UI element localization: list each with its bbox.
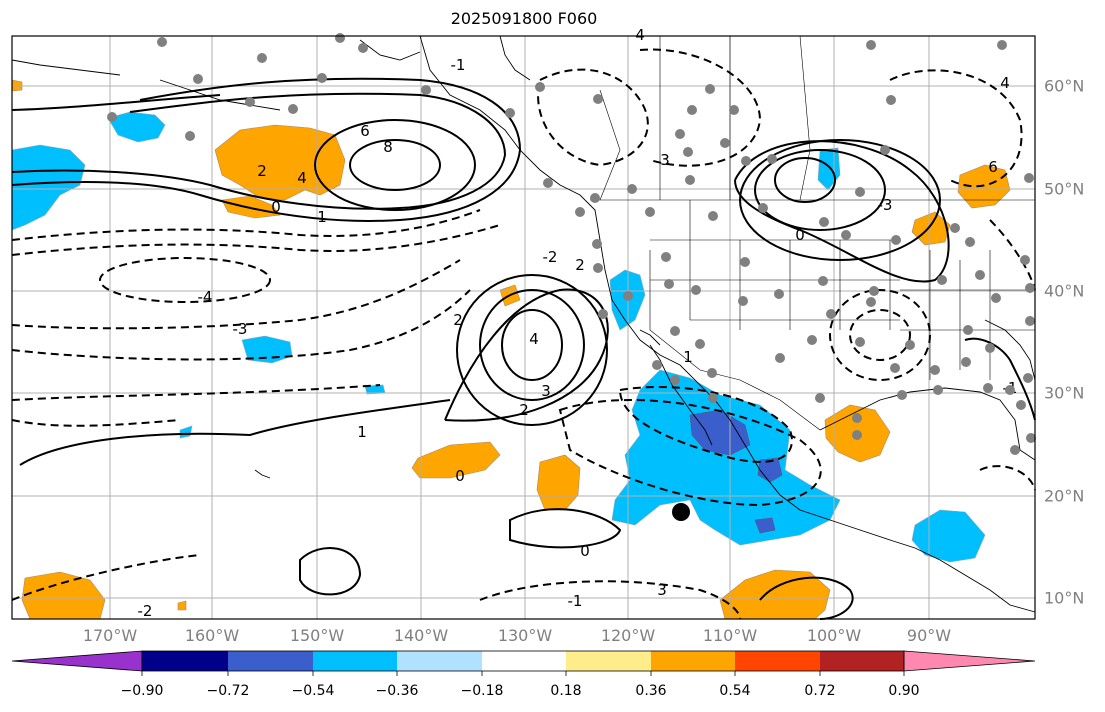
colorbar-bin (313, 651, 397, 671)
lon-label: 90°W (906, 626, 952, 645)
contour-label: 3 (657, 581, 667, 599)
lat-label: 40°N (1044, 281, 1085, 301)
coastlines (11, 35, 1036, 613)
contour-label: 3 (660, 151, 670, 169)
contours-positive (11, 77, 1036, 620)
colorbar-tick-label: −0.54 (291, 683, 335, 699)
colorbar-bin (735, 651, 820, 671)
colorbar-bin (397, 651, 482, 671)
contour-label: -4 (198, 288, 213, 306)
contour-label: 2 (257, 162, 267, 180)
shade-patch (757, 457, 783, 483)
lat-label: 50°N (1044, 179, 1085, 199)
map-title: 2025091800 F060 (450, 9, 598, 28)
colorbar-tick-label: 0.54 (719, 683, 751, 699)
contour-label: 6 (988, 158, 998, 176)
contour-label: 1 (357, 423, 367, 441)
colorbar-extend-low (11, 650, 143, 672)
lon-label: 130°W (497, 626, 553, 645)
shade-patch (754, 517, 776, 534)
colorbar-tick-label: −0.72 (206, 683, 250, 699)
colorbar-tick-label: 0.18 (550, 683, 582, 699)
lat-label: 20°N (1044, 486, 1085, 506)
lon-label: 100°W (806, 626, 862, 645)
colorbar-tick-label: 0.90 (888, 683, 920, 699)
lat-label: 60°N (1044, 76, 1085, 96)
colorbar-tick-label: −0.90 (120, 683, 164, 699)
shade-patch (411, 441, 501, 479)
contour-label: -2 (138, 602, 153, 620)
contour-label: -3 (878, 196, 893, 214)
lon-label: 110°W (702, 626, 758, 645)
highlight-marker (672, 503, 690, 521)
shade-patch (214, 124, 346, 201)
shade-patch (177, 600, 187, 611)
contour-label: 4 (297, 169, 307, 187)
shade-patch (11, 144, 86, 231)
colorbar-bin (651, 651, 735, 671)
shade-patch (957, 164, 1011, 209)
borders (590, 35, 1035, 431)
station-markers (107, 33, 1036, 455)
contour-label: 0 (795, 226, 805, 244)
colorbar (11, 650, 1036, 676)
contour-labels: 8 6 4 2 1 0 -1 -2 -3 -4 4 3 2 1 0 0 -1 -… (138, 26, 1018, 620)
lon-label: 150°W (289, 626, 345, 645)
shade-patch (107, 111, 166, 143)
lon-label: 140°W (393, 626, 449, 645)
contour-label: 0 (455, 467, 465, 485)
contour-label: 0 (580, 542, 590, 560)
contour-label: -1 (568, 592, 583, 610)
contour-label: 4 (529, 330, 539, 348)
map-area: 8 6 4 2 1 0 -1 -2 -3 -4 4 3 2 1 0 0 -1 -… (11, 26, 1036, 620)
contour-label: -3 (233, 320, 248, 338)
contour-label: 6 (360, 122, 370, 140)
contours-negative (11, 48, 1036, 620)
shade-patch (911, 211, 951, 246)
lon-label: 120°W (600, 626, 656, 645)
colorbar-tick-label: 0.72 (804, 683, 836, 699)
colorbar-tick-label: −0.18 (460, 683, 504, 699)
lon-label: 160°W (184, 626, 240, 645)
contour-label: -2 (543, 248, 558, 266)
gridlines (12, 36, 1035, 619)
colorbar-tick-label: −0.36 (375, 683, 419, 699)
shade-patch (21, 571, 106, 620)
contour-label: 4 (1000, 74, 1010, 92)
contour-label: 3 (541, 382, 551, 400)
contour-label: 2 (519, 401, 529, 419)
contour-label: -1 (451, 56, 466, 74)
colorbar-extend-high (903, 650, 1036, 672)
colorbar-bin (820, 651, 904, 671)
colorbar-bin (566, 651, 651, 671)
colorbar-tick-label: 0.36 (635, 683, 667, 699)
colorbar-bin (142, 651, 228, 671)
contour-label: 1 (317, 208, 327, 226)
lon-label: 170°W (82, 626, 138, 645)
shaded-fields (11, 79, 1011, 620)
contour-label: 2 (453, 311, 463, 329)
lat-label: 10°N (1044, 588, 1085, 608)
contour-label: 2 (575, 256, 585, 274)
colorbar-bin (228, 651, 313, 671)
colorbar-bin (482, 651, 566, 671)
shade-patch (179, 425, 193, 439)
contour-label: 8 (383, 138, 393, 156)
shade-patch (611, 369, 841, 546)
lat-label: 30°N (1044, 383, 1085, 403)
contour-label: 1 (683, 348, 693, 366)
contour-label: 4 (635, 26, 645, 44)
contour-label: 0 (271, 198, 281, 216)
shade-patch (911, 509, 986, 563)
